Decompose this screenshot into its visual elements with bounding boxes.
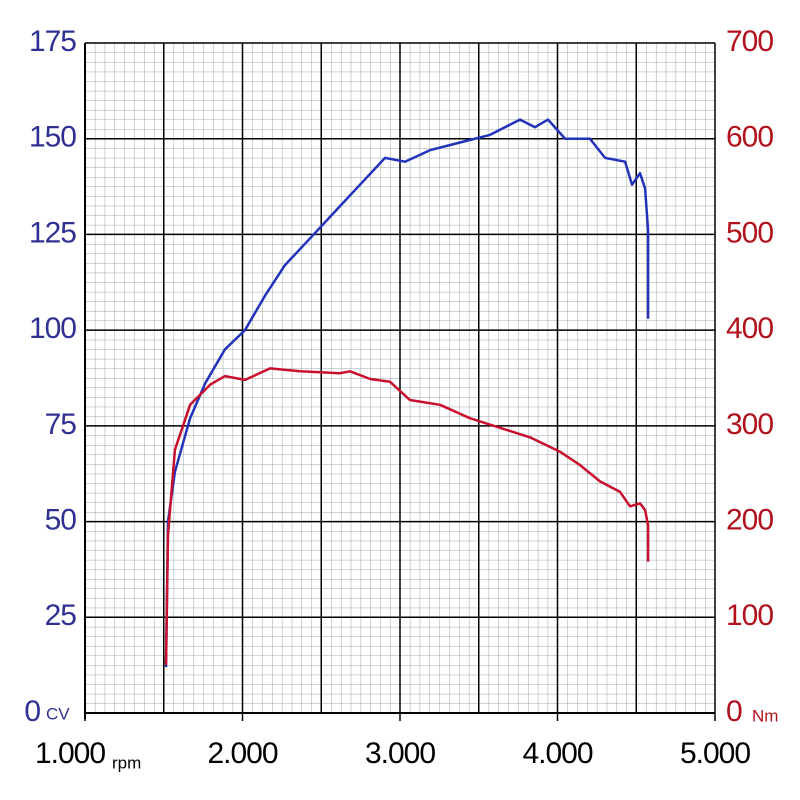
x-tick-label: 3.000 xyxy=(365,737,435,770)
y2-tick-label: 500 xyxy=(726,216,773,249)
x-tick-label: 4.000 xyxy=(522,737,592,770)
y-tick-label: 0 xyxy=(24,695,40,728)
y-tick-label: 50 xyxy=(45,503,77,536)
x-tick-label: 5.000 xyxy=(680,737,750,770)
y2-tick-label: 200 xyxy=(726,503,773,536)
y2-tick-label: 300 xyxy=(726,408,773,441)
y-tick-label: 100 xyxy=(29,312,76,345)
series-line xyxy=(164,118,650,668)
y2-tick-label: 0 xyxy=(726,695,742,728)
x-unit: rpm xyxy=(112,753,141,772)
y2-tick-label: 700 xyxy=(726,25,773,58)
y2-tick-label: 100 xyxy=(726,599,773,632)
y2-tick-label: 400 xyxy=(726,312,773,345)
y2-unit: Nm xyxy=(752,706,778,725)
y2-tick-label: 600 xyxy=(726,121,773,154)
x-tick-label: 1.000 xyxy=(35,737,105,770)
y-tick-label: 25 xyxy=(45,599,77,632)
y-tick-label: 175 xyxy=(29,25,76,58)
x-tick-label: 2.000 xyxy=(207,737,277,770)
y-tick-label: 75 xyxy=(45,408,77,441)
series-line xyxy=(164,367,650,666)
y-tick-label: 150 xyxy=(29,121,76,154)
y-unit: CV xyxy=(46,704,70,723)
y-tick-label: 125 xyxy=(29,216,76,249)
